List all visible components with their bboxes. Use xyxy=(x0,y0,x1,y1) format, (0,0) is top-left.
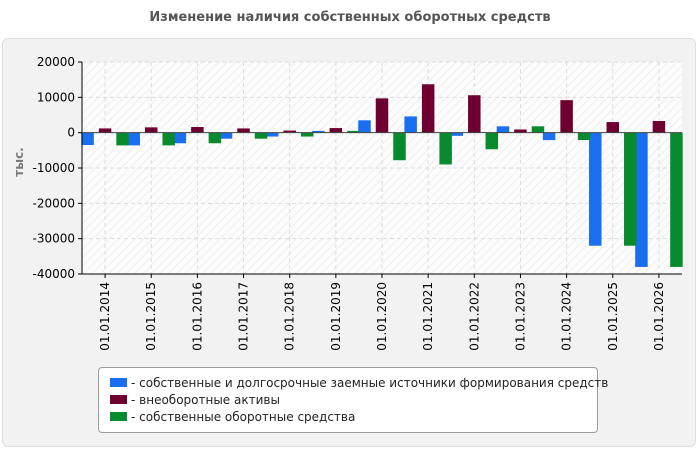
bar xyxy=(254,132,268,139)
bar xyxy=(624,132,637,246)
legend-swatch xyxy=(110,412,127,421)
x-tick-label: 01.01.2015 xyxy=(144,282,158,351)
bar xyxy=(439,132,452,165)
x-tick-label: 01.01.2026 xyxy=(652,282,666,351)
legend-item: - собственные и долгосрочные заемные ист… xyxy=(110,374,608,391)
bar xyxy=(468,95,481,133)
bar xyxy=(347,130,360,133)
y-tick-label: 10000 xyxy=(37,90,75,104)
bar xyxy=(606,122,620,133)
legend: - собственные и долгосрочные заемные ист… xyxy=(98,367,608,433)
y-tick-label: -20000 xyxy=(32,196,75,210)
bar xyxy=(635,132,648,267)
bar xyxy=(404,116,417,133)
bar xyxy=(208,132,222,144)
bar xyxy=(358,120,371,133)
bar xyxy=(81,132,94,146)
y-tick-label: -30000 xyxy=(32,232,75,246)
bar xyxy=(652,121,666,133)
y-axis-label: тыс. xyxy=(12,147,26,176)
bar xyxy=(496,126,510,133)
bar xyxy=(393,132,406,161)
bar xyxy=(560,100,573,133)
y-tick-label: -10000 xyxy=(32,161,75,175)
bar xyxy=(577,132,591,141)
legend-swatch xyxy=(110,395,127,404)
x-tick-label: 01.01.2021 xyxy=(421,282,435,351)
bar xyxy=(589,132,602,246)
bar xyxy=(670,132,683,267)
bar xyxy=(116,132,129,146)
bar xyxy=(375,98,389,133)
legend-swatch xyxy=(110,378,127,387)
legend-item: - внеоборотные активы xyxy=(110,391,597,408)
bar xyxy=(265,132,279,137)
bar xyxy=(283,130,296,133)
bar xyxy=(450,132,464,136)
chart-title: Изменение наличия собственных оборотных … xyxy=(149,10,551,25)
bar xyxy=(485,132,499,150)
bar xyxy=(300,132,314,137)
x-tick-label: 01.01.2018 xyxy=(283,282,297,351)
bar xyxy=(127,132,140,146)
legend-label: - внеоборотные активы xyxy=(131,392,280,407)
x-tick-label: 01.01.2025 xyxy=(606,282,620,351)
x-tick-label: 01.01.2016 xyxy=(190,282,204,351)
x-tick-label: 01.01.2022 xyxy=(467,282,481,351)
bar xyxy=(219,132,233,139)
x-tick-label: 01.01.2020 xyxy=(375,282,389,351)
legend-label: - собственные и долгосрочные заемные ист… xyxy=(131,375,609,390)
bar xyxy=(191,127,204,133)
legend-item: - собственные оборотные средства xyxy=(110,408,597,425)
bar xyxy=(98,128,112,133)
y-tick-label: -40000 xyxy=(32,267,75,281)
bar xyxy=(312,130,325,133)
bar xyxy=(531,126,545,133)
y-tick-label: 0 xyxy=(67,126,75,140)
bar xyxy=(237,128,250,133)
x-tick-label: 01.01.2023 xyxy=(513,282,527,351)
bar xyxy=(329,128,343,133)
legend-label: - собственные оборотные средства xyxy=(131,409,356,424)
x-tick-label: 01.01.2017 xyxy=(237,282,251,351)
x-tick-label: 01.01.2014 xyxy=(98,282,112,351)
bar xyxy=(144,127,158,133)
bar xyxy=(542,132,556,141)
x-tick-label: 01.01.2024 xyxy=(560,282,574,351)
x-tick-label: 01.01.2019 xyxy=(329,282,343,351)
bar xyxy=(173,132,187,144)
y-tick-label: 20000 xyxy=(37,55,75,69)
bar xyxy=(514,129,527,133)
bar xyxy=(421,84,435,133)
bar xyxy=(162,132,175,146)
